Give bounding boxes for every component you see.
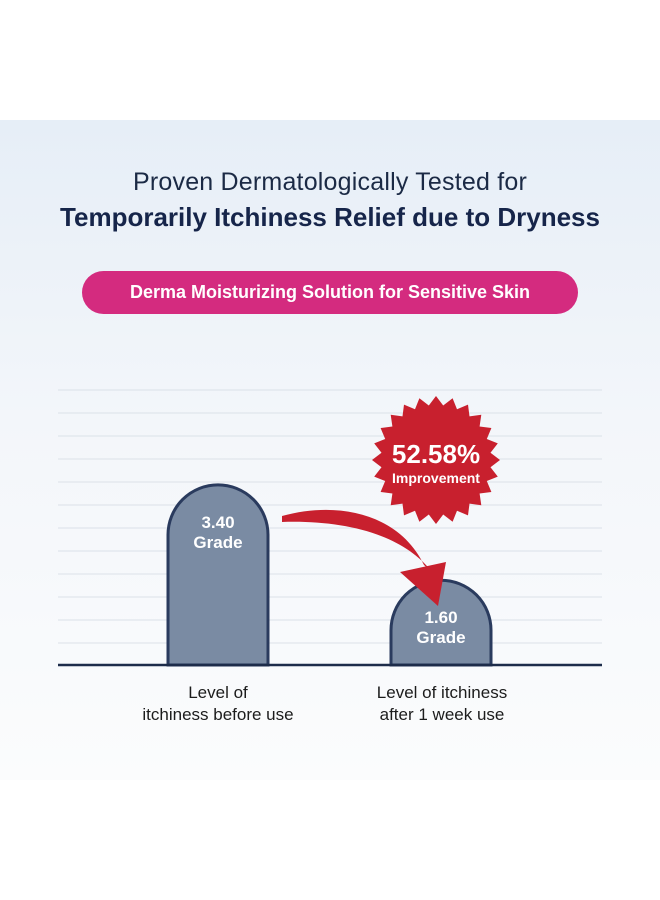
bar-0 [166,483,270,667]
bar-1 [389,578,493,667]
improvement-label: Improvement [392,470,480,486]
headline-line-2: Temporarily Itchiness Relief due to Dryn… [60,202,600,232]
headline-line-1: Proven Dermatologically Tested for [132,168,528,196]
background-panel [0,120,660,780]
bar-value-label-1: 1.60 [424,608,457,627]
x-label-before-line-1: Level of [188,683,248,702]
x-label-after-line-2: after 1 week use [379,705,505,724]
improvement-starburst [372,396,500,524]
bar-value-label-0: 3.40 [201,513,234,532]
improvement-value: 52.58% [392,439,480,469]
decline-arrow-shaft [282,509,432,572]
product-badge: Derma Moisturizing Solution for Sensitiv… [82,271,578,314]
x-label-after: Level of itchiness after 1 week use [332,682,552,726]
x-label-before-line-2: itchiness before use [142,705,294,724]
bar-unit-label-0: Grade [193,533,242,552]
x-label-after-line-1: Level of itchiness [376,683,508,702]
bar-unit-label-1: Grade [416,628,465,647]
x-label-before: Level of itchiness before use [108,682,328,726]
decline-arrow-head [400,562,446,606]
